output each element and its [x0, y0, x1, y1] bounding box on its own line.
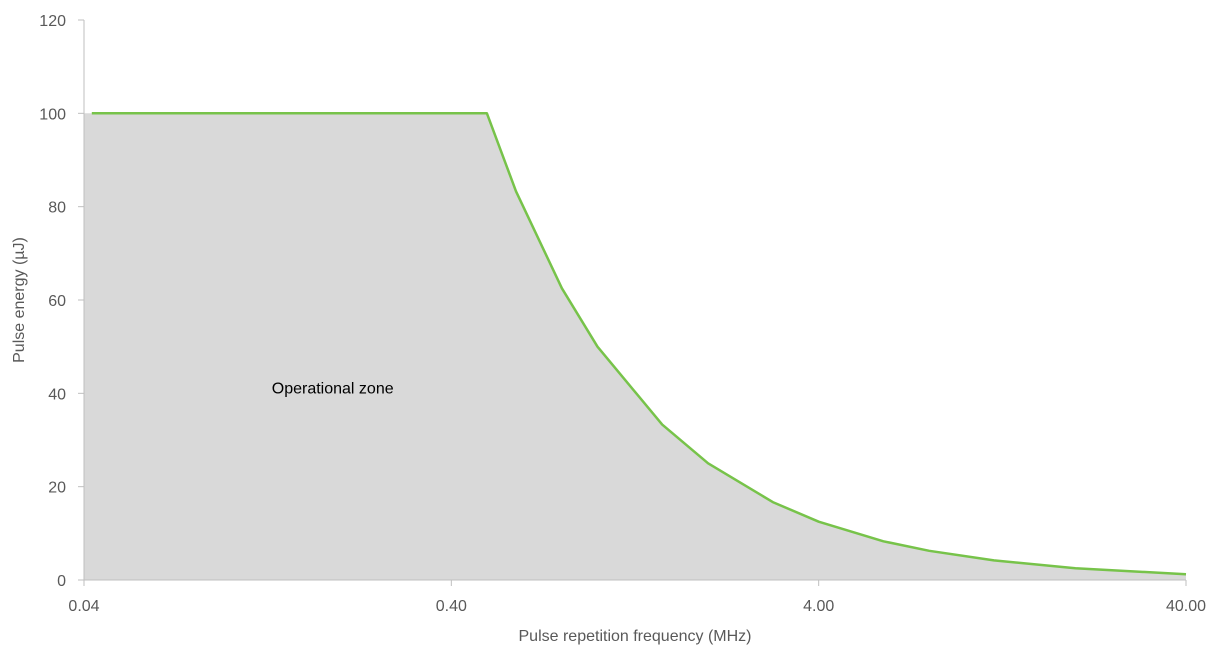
- tick-labels: 0 20 40 60 80 100 120 0.04 0.40 4.00 40.00: [39, 13, 1206, 615]
- y-tick-label-5: 100: [39, 106, 66, 123]
- plot-area-fills: [84, 113, 1186, 581]
- x-axis-title: Pulse repetition frequency (MHz): [519, 628, 752, 645]
- x-tick-label-2: 4.00: [803, 598, 834, 615]
- plot-area-lines: [91, 112, 1187, 576]
- series-line-0: [91, 112, 1187, 576]
- y-tick-label-4: 80: [48, 200, 66, 217]
- y-tick-label-1: 20: [48, 480, 66, 497]
- y-axis-title: Pulse energy (µJ): [11, 237, 28, 363]
- x-tick-label-0: 0.04: [68, 598, 99, 615]
- y-tick-label-3: 60: [48, 293, 66, 310]
- axes: [78, 19, 1187, 586]
- x-tick-label-1: 0.40: [436, 598, 467, 615]
- x-tick-label-3: 40.00: [1166, 598, 1206, 615]
- y-tick-label-2: 40: [48, 386, 66, 403]
- y-tick-label-0: 0: [57, 573, 66, 590]
- operational-zone-area-0: [84, 113, 1186, 581]
- y-tick-label-6: 120: [39, 13, 66, 30]
- annotation-operational-zone: Operational zone: [272, 381, 394, 398]
